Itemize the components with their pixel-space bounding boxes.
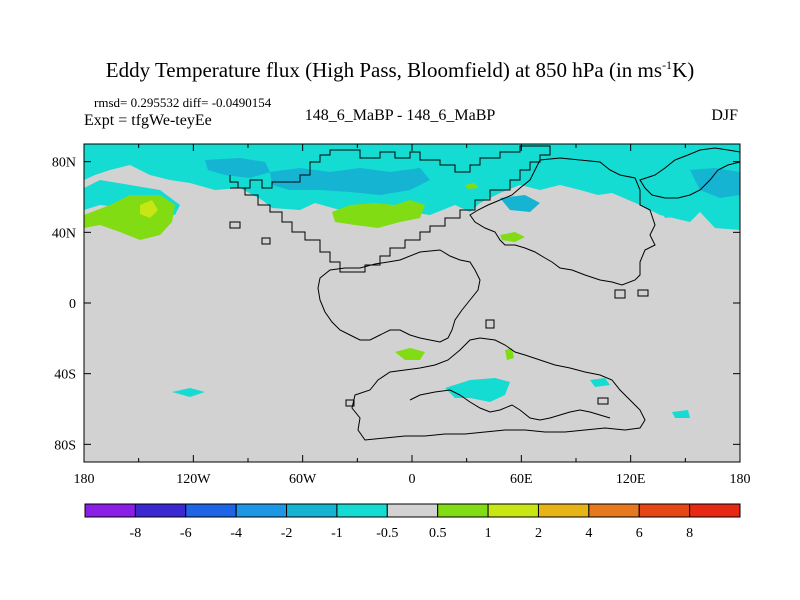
cyan-blob-se-pacific	[172, 388, 205, 397]
colorbar-swatch	[386, 503, 439, 518]
cyan-blob-siberia	[555, 173, 580, 186]
coastline-laurasia	[229, 145, 551, 273]
island-6	[597, 397, 609, 405]
colorbar-swatch	[588, 503, 640, 518]
cyan-blob-south-australia	[590, 378, 610, 387]
colorbar-label: 6	[636, 526, 643, 541]
colorbar-swatch	[235, 503, 288, 518]
lat-tick-label: 40S	[54, 368, 76, 383]
chart-title: Eddy Temperature flux (High Pass, Bloomf…	[105, 58, 695, 82]
island-4	[637, 289, 649, 297]
season-label: DJF	[711, 107, 738, 124]
green-blob-south-africa	[505, 348, 514, 360]
blue-patch-arctic	[205, 158, 270, 178]
colorbar-swatch	[689, 503, 741, 518]
coastline-southern	[351, 337, 646, 441]
colorbar-swatch	[537, 503, 590, 518]
green-patch-south-atlantic	[395, 348, 425, 360]
island-1	[261, 237, 271, 245]
colorbar-label: 1	[485, 526, 492, 541]
lon-tick-label: 60E	[510, 472, 533, 487]
yellow-green-core-pacific	[140, 200, 158, 218]
green-blob-asia	[500, 232, 525, 242]
lat-tick-label: 80N	[52, 156, 76, 171]
colorbar-swatch	[487, 503, 539, 518]
comparison-label: 148_6_MaBP - 148_6_MaBP	[304, 107, 496, 124]
colorbar-label: -4	[230, 526, 242, 541]
colorbar-swatch	[286, 503, 338, 518]
island-2	[485, 319, 495, 329]
coastline-asia-east	[469, 157, 656, 286]
island-7	[345, 399, 355, 407]
colorbar-label: -1	[331, 526, 343, 541]
green-patch-north-atlantic	[332, 200, 425, 228]
stats-label: rmsd= 0.295532 diff= -0.0490154	[94, 95, 272, 110]
coastline-south-inner	[409, 389, 611, 421]
coastline-north-east	[639, 147, 740, 199]
island-5	[229, 221, 241, 229]
blue-patch-east	[690, 168, 740, 198]
colorbar-swatch	[84, 503, 136, 518]
lon-tick-label: 180	[74, 472, 95, 487]
blue-patch-asia	[500, 195, 540, 212]
colorbar-swatch	[336, 503, 388, 518]
expt-label: Expt = tfgWe-teyEe	[84, 112, 212, 129]
colorbar-label: 4	[585, 526, 592, 541]
coastline-africa	[317, 249, 481, 343]
colorbar-swatch	[134, 503, 187, 518]
colorbar-label: -2	[281, 526, 293, 541]
lon-tick-label: 0	[409, 472, 416, 487]
colorbar-swatch	[638, 503, 691, 518]
lon-tick-label: 60W	[289, 472, 317, 487]
axis-ticks: 80N 40N 0 40S 80S 180 120W 60W 0 60E 120E 180	[52, 144, 751, 487]
green-blob-siberia	[465, 183, 478, 189]
lat-tick-label: 0	[69, 297, 76, 312]
lat-tick-label: 80S	[54, 438, 76, 453]
colorbar-label: 8	[686, 526, 693, 541]
colorbar-label: -8	[130, 526, 142, 541]
colorbar-label: -6	[180, 526, 192, 541]
colorbar-swatch	[185, 503, 237, 518]
lon-tick-label: 120W	[176, 472, 211, 487]
colorbar: -8 -6 -4 -2 -1 -0.5 0.5 1 2 4 6 8	[84, 503, 741, 541]
coastlines	[229, 145, 740, 441]
colorbar-swatch	[437, 503, 489, 518]
colorbar-label: 0.5	[429, 526, 447, 541]
lon-tick-label: 180	[730, 472, 751, 487]
lat-tick-label: 40N	[52, 226, 76, 241]
island-3	[614, 289, 626, 299]
cyan-blob-south-east	[672, 410, 690, 418]
colorbar-label: -0.5	[376, 526, 398, 541]
colorbar-label: 2	[535, 526, 542, 541]
cyan-blob-pacific	[660, 205, 685, 218]
lon-tick-label: 120E	[616, 472, 646, 487]
